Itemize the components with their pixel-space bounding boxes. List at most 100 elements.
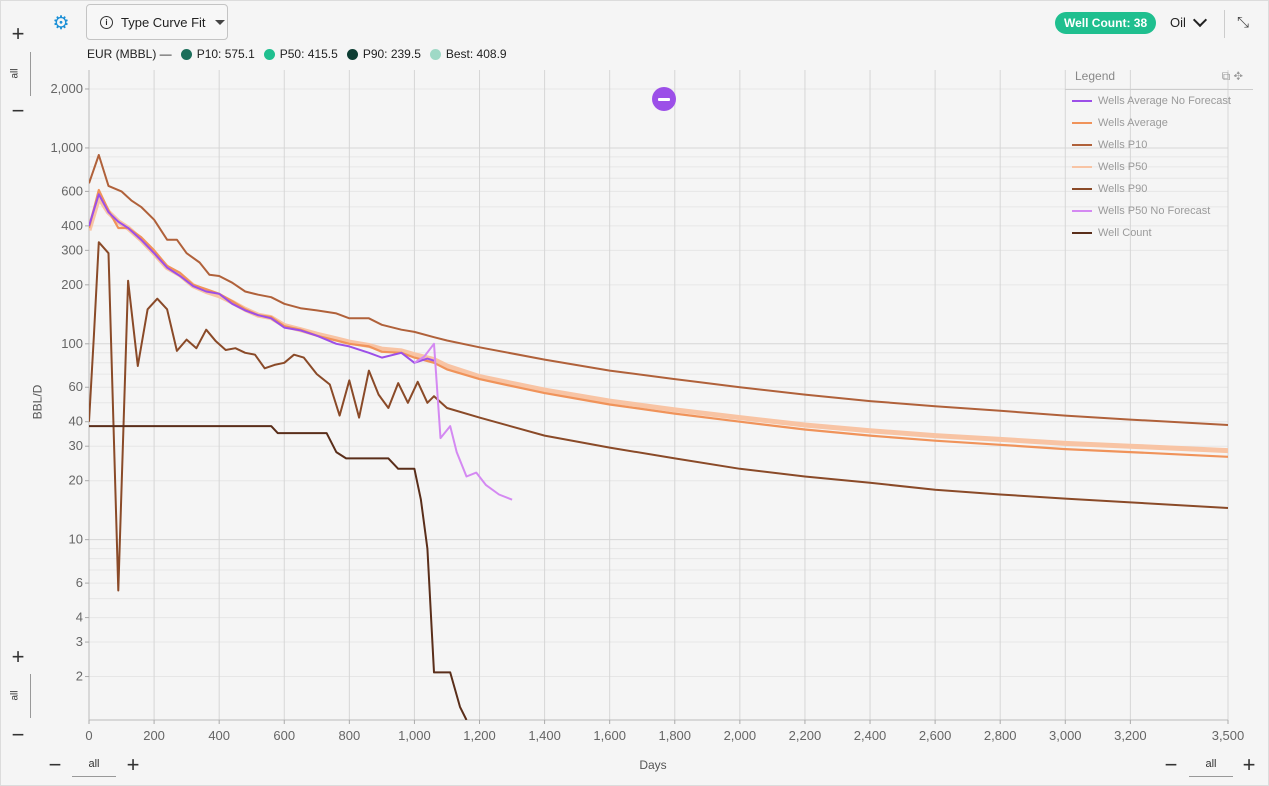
- x-tick-label: 2,400: [854, 728, 887, 743]
- eur-p90: P90: 239.5: [362, 47, 421, 61]
- series-line-wells-p10: [89, 154, 1228, 426]
- type-curve-dropdown[interactable]: i Type Curve Fit: [86, 4, 228, 40]
- plot-area: [89, 70, 1228, 720]
- eur-best: Best: 408.9: [445, 47, 507, 61]
- x-tick-label: 2,000: [724, 728, 757, 743]
- y-range-track-bottom: [30, 674, 31, 718]
- y-zoom-in-top-button[interactable]: +: [11, 21, 25, 46]
- x-tick-label: 2,800: [984, 728, 1017, 743]
- x-tick-label: 1,800: [658, 728, 691, 743]
- well-count-badge: Well Count: 38: [1055, 12, 1157, 34]
- y-tick-label: 1,000: [50, 140, 83, 155]
- legend-title: Legend: [1075, 69, 1116, 83]
- legend-swatch: [1072, 210, 1092, 212]
- y-zoom-out-top-button[interactable]: −: [11, 98, 25, 123]
- legend-item[interactable]: Well Count: [1065, 222, 1253, 244]
- y-tick-label: 10: [69, 532, 83, 547]
- legend-item[interactable]: Wells P50: [1065, 156, 1253, 178]
- collapse-icon[interactable]: ⤡: [1236, 14, 1249, 31]
- x-tick-label: 200: [143, 728, 165, 743]
- x-range-track-right: [1189, 776, 1233, 777]
- series-line-wells-average: [89, 188, 1228, 458]
- legend-label: Well Count: [1098, 227, 1152, 239]
- x-tick-label: 800: [338, 728, 360, 743]
- remove-point-button[interactable]: [652, 87, 676, 111]
- legend-item[interactable]: Wells Average: [1065, 112, 1253, 134]
- copy-icon[interactable]: ⧉: [1221, 69, 1231, 83]
- legend-label: Wells P50 No Forecast: [1098, 205, 1211, 217]
- caret-down-icon: [214, 19, 225, 25]
- x-tick-label: 0: [85, 728, 92, 743]
- x-axis-label: Days: [639, 758, 667, 772]
- y-zoom-out-bottom-button[interactable]: −: [11, 722, 25, 747]
- x-tick-label: 1,600: [593, 728, 626, 743]
- y-zoom-in-bottom-button[interactable]: +: [11, 644, 25, 669]
- legend-label: Wells P50: [1098, 161, 1148, 173]
- y-tick-label: 20: [69, 473, 83, 488]
- move-icon[interactable]: ✥: [1233, 69, 1243, 83]
- legend-label: Wells P90: [1098, 183, 1148, 195]
- y-tick-label: 6: [76, 575, 83, 590]
- x-tick-label: 3,000: [1049, 728, 1082, 743]
- phase-select-label: Oil: [1170, 15, 1186, 30]
- best-dot-icon: [429, 48, 441, 60]
- x-range-track-left: [72, 776, 116, 777]
- y-tick-label: 30: [69, 438, 83, 453]
- legend-tools: ⧉ ✥: [1222, 69, 1243, 84]
- dropdown-label: Type Curve Fit: [121, 14, 206, 30]
- x-tick-label: 3,200: [1114, 728, 1147, 743]
- x-tick-label: 2,200: [789, 728, 822, 743]
- eur-p50: P50: 415.5: [279, 47, 338, 61]
- x-range-all-right[interactable]: all: [1205, 758, 1217, 770]
- y-tick-label: 100: [61, 336, 83, 351]
- y-tick-label: 2: [76, 669, 83, 684]
- series-line-well-count: [89, 425, 468, 720]
- x-tick-label: 2,600: [919, 728, 952, 743]
- series-line-wells-average-no-forecast: [89, 193, 435, 364]
- legend-label: Wells Average No Forecast: [1098, 95, 1231, 107]
- x-tick-label: 1,000: [398, 728, 431, 743]
- legend-item[interactable]: Wells Average No Forecast: [1065, 90, 1253, 112]
- info-icon: i: [100, 15, 113, 29]
- legend-swatch: [1072, 188, 1092, 190]
- phase-select[interactable]: Oil: [1170, 12, 1207, 30]
- y-tick-label: 200: [61, 277, 83, 292]
- x-tick-label: 600: [273, 728, 295, 743]
- y-tick-label: 40: [69, 414, 83, 429]
- legend-item[interactable]: Wells P90: [1065, 178, 1253, 200]
- gear-icon[interactable]: ⚙: [52, 13, 70, 34]
- x-zoom-in-left-button[interactable]: +: [126, 752, 140, 777]
- chart-legend: Legend ⧉ ✥ Wells Average No Forecast Wel…: [1065, 64, 1253, 244]
- p90-dot-icon: [346, 48, 358, 60]
- legend-label: Wells Average: [1098, 117, 1168, 129]
- legend-swatch: [1072, 144, 1092, 146]
- y-tick-label: 600: [61, 183, 83, 198]
- x-zoom-in-right-button[interactable]: +: [1242, 752, 1256, 777]
- x-zoom-out-right-button[interactable]: −: [1164, 752, 1178, 777]
- series-line-wells-p50-no-forecast: [413, 342, 513, 501]
- y-tick-label: 2,000: [50, 81, 83, 96]
- series-line-wells-p90: [89, 241, 1228, 592]
- legend-item[interactable]: Wells P50 No Forecast: [1065, 200, 1253, 222]
- y-tick-label: 300: [61, 242, 83, 257]
- y-tick-label: 60: [69, 379, 83, 394]
- x-tick-label: 1,200: [463, 728, 496, 743]
- eur-summary: EUR (MBBL) — P10: 575.1 P50: 415.5 P90: …: [87, 47, 507, 61]
- x-zoom-out-left-button[interactable]: −: [48, 752, 62, 777]
- x-tick-label: 3,500: [1212, 728, 1245, 743]
- p50-dot-icon: [263, 48, 275, 60]
- y-range-track-top: [30, 52, 31, 96]
- legend-swatch: [1072, 232, 1092, 234]
- legend-item[interactable]: Wells P10: [1065, 134, 1253, 156]
- x-tick-label: 1,400: [528, 728, 561, 743]
- legend-swatch: [1072, 100, 1092, 102]
- y-tick-label: 3: [76, 634, 83, 649]
- x-tick-label: 400: [208, 728, 230, 743]
- legend-header: Legend ⧉ ✥: [1065, 64, 1253, 90]
- legend-swatch: [1072, 166, 1092, 168]
- x-range-all-left[interactable]: all: [88, 758, 100, 770]
- eur-p10: P10: 575.1: [196, 47, 255, 61]
- y-tick-label: 4: [76, 610, 83, 625]
- p10-dot-icon: [180, 48, 192, 60]
